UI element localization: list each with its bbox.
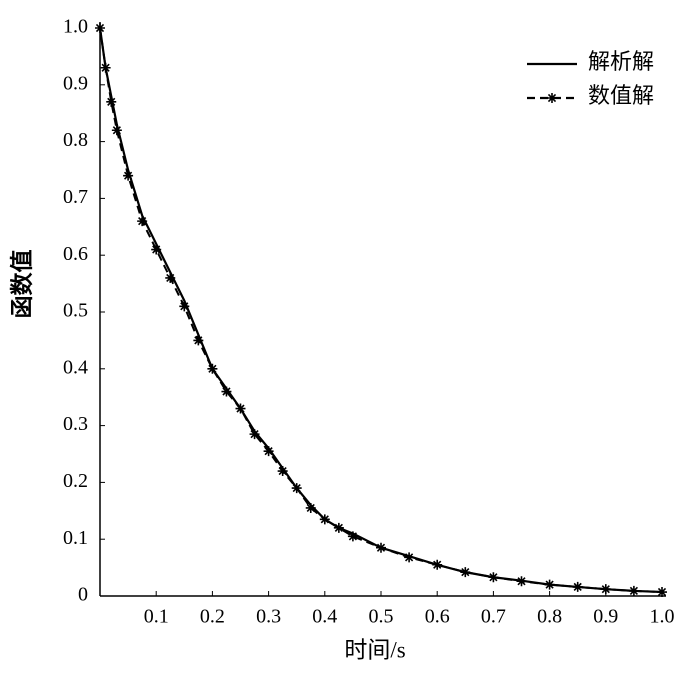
y-tick-label: 0.9 [63, 72, 88, 94]
x-tick-label: 0.2 [200, 606, 225, 628]
data-point [137, 216, 148, 227]
y-axis-label: 函数值 [8, 250, 34, 319]
y-tick-label: 0.3 [63, 413, 88, 435]
data-point [221, 386, 232, 397]
data-point [263, 446, 274, 457]
data-point [572, 581, 583, 592]
data-point [249, 429, 260, 440]
y-tick-label: 0.1 [63, 527, 88, 549]
data-point [657, 587, 667, 598]
data-point [600, 584, 611, 595]
data-point [404, 552, 415, 563]
data-point [544, 579, 555, 590]
x-axis-label: 时间/s [344, 637, 405, 662]
data-point [151, 244, 162, 255]
x-tick-label: 1.0 [650, 606, 675, 628]
data-point [100, 62, 111, 73]
x-tick-label: 0.4 [312, 606, 337, 628]
data-point [333, 522, 344, 533]
data-point [277, 466, 288, 477]
y-tick-label: 0.6 [63, 243, 88, 265]
data-point [432, 559, 443, 570]
y-tick-label: 0.2 [63, 470, 88, 492]
x-tick-label: 0.8 [537, 606, 562, 628]
x-tick-label: 0.3 [256, 606, 281, 628]
data-point [488, 572, 499, 583]
y-tick-label: 0.7 [63, 186, 88, 208]
data-point [111, 125, 122, 136]
x-tick-label: 0.6 [425, 606, 450, 628]
data-point [123, 170, 134, 181]
data-point [291, 483, 302, 494]
y-tick-label: 0.5 [63, 300, 88, 322]
series-line [99, 27, 663, 594]
data-point [460, 567, 471, 578]
data-point [207, 363, 218, 374]
y-tick-label: 1.0 [63, 16, 88, 38]
data-point [319, 514, 330, 525]
data-point [347, 531, 358, 542]
y-tick-label: 0.8 [63, 129, 88, 151]
x-tick-label: 0.7 [481, 606, 506, 628]
data-point [106, 96, 117, 107]
y-tick-label: 0.4 [63, 356, 88, 378]
data-point [95, 23, 105, 33]
data-point [376, 542, 386, 553]
data-point [547, 93, 557, 103]
data-point [165, 272, 176, 283]
x-tick-label: 0.5 [369, 606, 394, 628]
data-point [193, 335, 204, 346]
data-point [516, 576, 527, 587]
x-tick-label: 0.9 [593, 606, 618, 628]
data-point [179, 301, 190, 312]
data-point [628, 585, 639, 596]
legend-label: 数值解 [588, 83, 654, 108]
y-tick-label: 0 [78, 584, 88, 606]
data-point [305, 502, 316, 513]
legend-label: 解析解 [588, 49, 654, 74]
data-point [235, 403, 246, 414]
x-tick-label: 0.1 [144, 606, 169, 628]
